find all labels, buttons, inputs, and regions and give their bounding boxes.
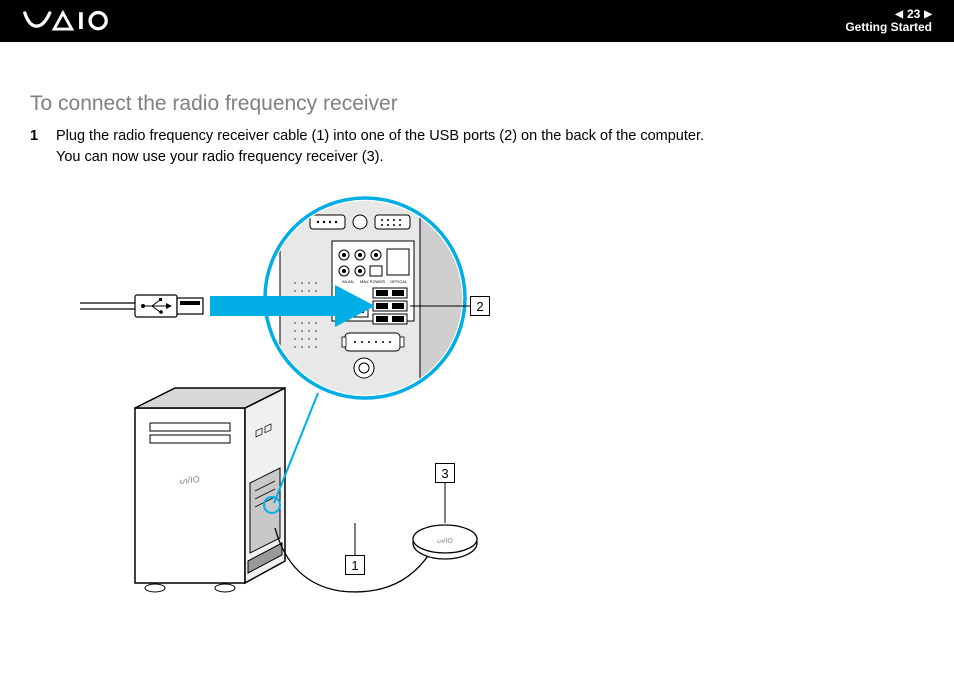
vaio-logo [22,10,142,32]
header-bar: ◀ 23 ▶ Getting Started [0,0,954,42]
step-line-2: You can now use your radio frequency rec… [56,147,704,168]
computer-tower-icon: ᔕ/IO [135,388,285,592]
svg-text:MAX POWER: MAX POWER [360,279,385,284]
section-title: To connect the radio frequency receiver [30,92,924,116]
next-page-arrow[interactable]: ▶ [924,9,932,20]
instruction-step: 1 Plug the radio frequency receiver cabl… [30,126,924,168]
callout-2: 2 [470,296,490,316]
step-number: 1 [30,126,42,147]
rf-receiver-icon: ᔕ/IO [413,525,477,559]
svg-text:OPTICAL: OPTICAL [390,279,408,284]
connection-diagram: ᔕ/IO ᔕ/IO [80,183,580,613]
prev-page-arrow[interactable]: ◀ [895,9,903,20]
callout-3: 3 [435,463,455,483]
header-right: ◀ 23 ▶ Getting Started [845,8,932,34]
svg-text:ᔕ/IO: ᔕ/IO [179,474,200,486]
section-label: Getting Started [845,21,932,34]
usb-plug-icon [80,295,203,317]
page-content: To connect the radio frequency receiver … [0,42,954,633]
step-text: Plug the radio frequency receiver cable … [56,126,704,168]
svg-text:ᔕ/IO: ᔕ/IO [437,538,453,545]
usb-ports-icon [373,288,407,324]
callout-1: 1 [345,555,365,575]
svg-text:WLAN: WLAN [342,279,354,284]
step-line-1: Plug the radio frequency receiver cable … [56,126,704,147]
